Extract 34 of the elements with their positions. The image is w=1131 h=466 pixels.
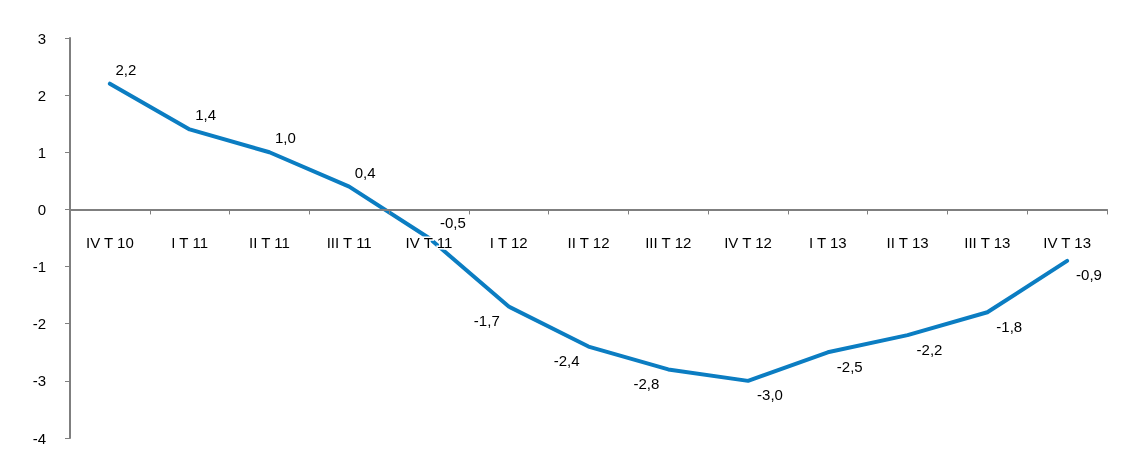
x-tick-label: II T 11 [248, 234, 290, 252]
x-tick-label: I T 13 [808, 234, 847, 252]
data-label: -1,7 [473, 312, 500, 330]
data-label: 0,4 [354, 163, 376, 181]
x-tick-label: IV T 12 [724, 234, 772, 252]
data-label: 1,4 [195, 106, 217, 124]
x-tick-label: III T 11 [326, 234, 372, 252]
x-tick-label: I T 12 [489, 234, 528, 252]
x-tick-label: IV T 10 [85, 234, 134, 252]
y-tick-label: 3 [37, 29, 46, 47]
x-tick-label: IV T 13 [1043, 234, 1092, 252]
y-tick-label: 0 [37, 200, 46, 218]
y-tick-label: -4 [32, 429, 46, 447]
data-label: -2,4 [553, 352, 580, 370]
y-tick-label: -3 [32, 372, 46, 390]
data-label: -2,2 [916, 340, 943, 358]
y-tick-label: 2 [37, 86, 46, 104]
x-tick-label: II T 12 [567, 234, 610, 252]
x-tick-label: IV T 11 [405, 234, 453, 252]
x-tick-label: II T 13 [886, 234, 929, 252]
data-label: -2,8 [633, 374, 660, 392]
x-tick-label: I T 11 [171, 234, 209, 252]
y-tick-label: -1 [32, 258, 46, 276]
data-label: -3,0 [757, 386, 783, 404]
data-label: 2,2 [115, 60, 137, 78]
data-label: -1,8 [996, 317, 1023, 335]
data-label: -0,9 [1076, 266, 1102, 284]
x-tick-label: III T 12 [645, 234, 692, 252]
x-tick-label: III T 13 [964, 234, 1011, 252]
y-tick-label: 1 [37, 143, 46, 161]
data-label: -2,5 [836, 357, 863, 375]
data-label: -0,5 [439, 213, 466, 231]
data-label: 1,0 [274, 129, 296, 147]
y-tick-label: -2 [32, 315, 46, 333]
